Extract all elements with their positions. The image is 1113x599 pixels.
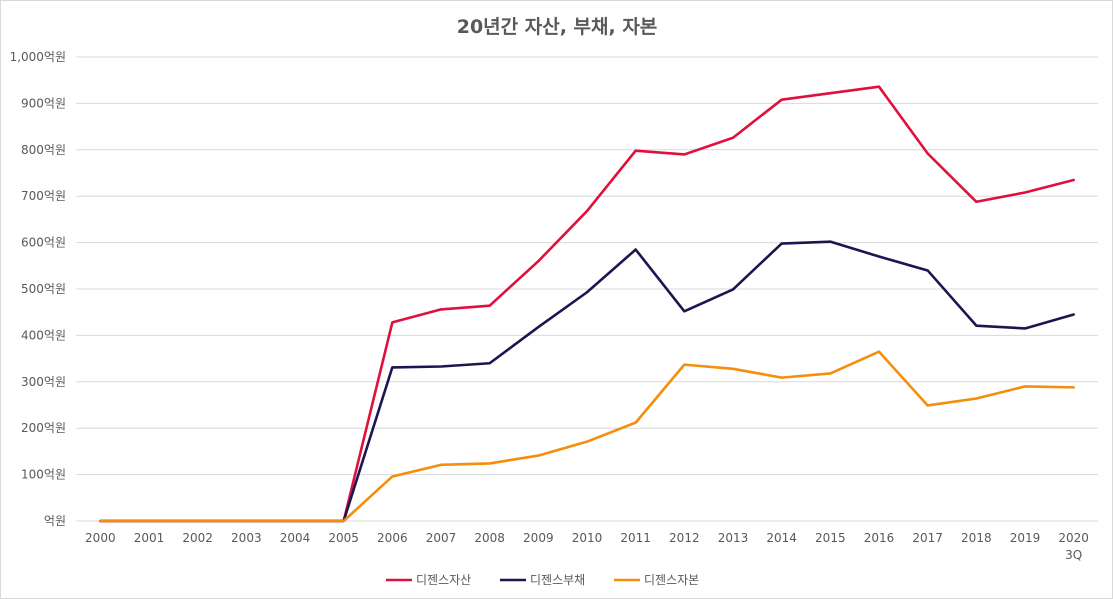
x-tick-label: 2019	[1010, 531, 1041, 545]
x-axis: 2000 2001 2002 2003 2004 2005 2006 2007 2008 2009…	[85, 531, 1089, 562]
legend-item: 디젠스부채	[500, 573, 585, 587]
x-tick-label: 2004	[280, 531, 311, 545]
legend-item: 디젠스자산	[386, 573, 471, 587]
x-tick-label: 2014	[766, 531, 797, 545]
x-tick-label: 2016	[864, 531, 895, 545]
y-tick-label: 300억원	[21, 375, 66, 389]
x-tick-label: 2010	[572, 531, 603, 545]
series-line-3	[99, 350, 1075, 523]
x-tick-label: 2006	[377, 531, 408, 545]
series-line-1	[99, 85, 1075, 523]
x-tick-label: 2015	[815, 531, 846, 545]
x-tick-label: 2017	[912, 531, 943, 545]
legend: 디젠스자산 디젠스부채 디젠스자본	[386, 573, 699, 587]
chart-title: 20년간 자산, 부채, 자본	[457, 16, 658, 38]
x-tick-label: 2003	[231, 531, 262, 545]
x-tick-label: 2005	[328, 531, 359, 545]
y-tick-label: 500억원	[21, 282, 66, 296]
series-lines	[99, 85, 1075, 523]
y-axis: 억원 100억원 200억원 300억원 400억원 500억원 600억원 700억원 800…	[10, 50, 66, 528]
x-tick-label: 2012	[669, 531, 700, 545]
y-tick-label: 700억원	[21, 189, 66, 203]
legend-label: 디젠스자본	[644, 573, 699, 587]
x-tick-label: 2018	[961, 531, 992, 545]
gridlines	[76, 56, 1098, 522]
legend-item: 디젠스자본	[614, 573, 699, 587]
x-tick-label: 2009	[523, 531, 554, 545]
x-tick-label: 2011	[620, 531, 651, 545]
y-tick-label: 억원	[44, 514, 66, 528]
y-tick-label: 900억원	[21, 96, 66, 110]
x-tick-label: 2008	[474, 531, 505, 545]
y-tick-label: 200억원	[21, 421, 66, 435]
x-tick-label: 2002	[182, 531, 213, 545]
legend-label: 디젠스부채	[530, 573, 585, 587]
y-tick-label: 600억원	[21, 236, 66, 250]
x-tick-label: 2013	[718, 531, 749, 545]
x-tick-label: 2000	[85, 531, 116, 545]
y-tick-label: 800억원	[21, 143, 66, 157]
legend-label: 디젠스자산	[416, 573, 471, 587]
x-tick-label: 2007	[426, 531, 457, 545]
y-tick-label: 1,000억원	[10, 50, 66, 64]
x-tick-label: 2020 3Q	[1058, 531, 1089, 562]
x-tick-label: 2001	[134, 531, 165, 545]
y-tick-label: 100억원	[21, 468, 66, 482]
y-tick-label: 400억원	[21, 328, 66, 342]
